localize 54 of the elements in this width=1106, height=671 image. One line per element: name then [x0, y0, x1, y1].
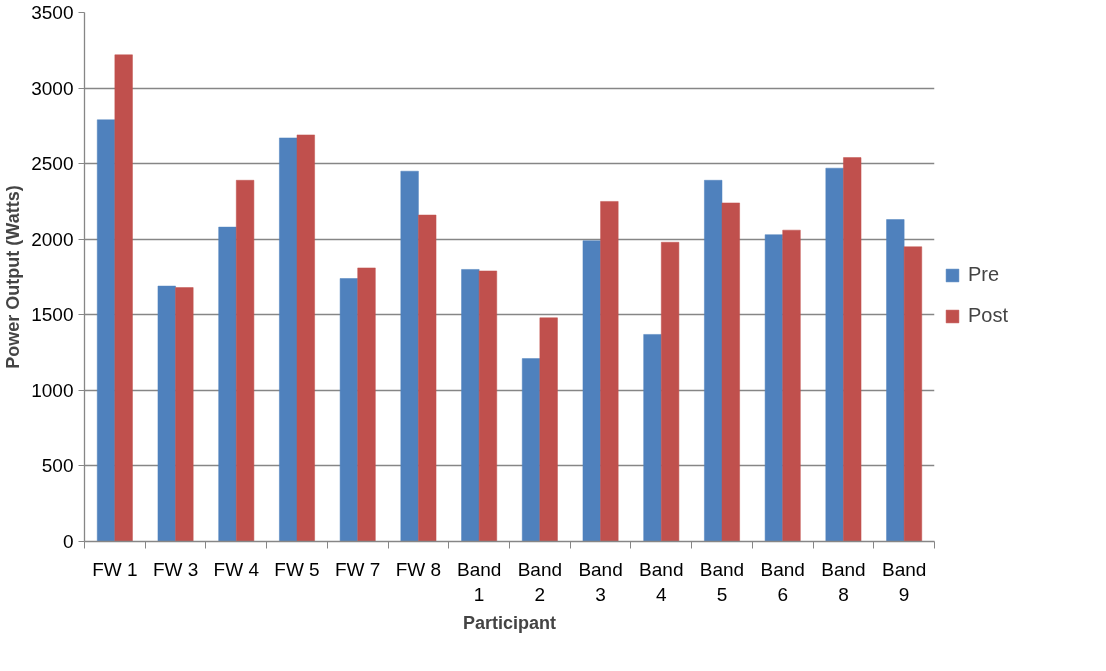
x-tick-label: Band 3 — [578, 558, 623, 605]
bar — [539, 317, 558, 542]
x-tick-label: Band 4 — [639, 558, 684, 605]
bar — [218, 226, 237, 542]
x-tick-label: FW 4 — [213, 558, 260, 580]
bar — [643, 334, 662, 542]
bar — [582, 240, 601, 542]
bar — [157, 285, 176, 542]
bar — [721, 202, 740, 542]
legend-label: Pre — [968, 263, 1000, 286]
bar — [400, 170, 419, 542]
bar — [704, 180, 723, 542]
x-axis-title: Participant — [462, 612, 557, 633]
x-tick-label: Band 5 — [699, 558, 745, 605]
x-tick-label: Band 6 — [760, 558, 805, 605]
bar — [357, 267, 376, 542]
y-tick-label: 3000 — [31, 77, 74, 99]
y-axis-title: Power Output (Watts) — [3, 185, 24, 369]
y-tick-label: 500 — [41, 455, 74, 477]
y-tick-label: 0 — [62, 531, 74, 552]
x-tick-label: Band 9 — [881, 558, 927, 605]
y-tick-label: 1000 — [31, 379, 74, 401]
y-tick-label: 1500 — [31, 304, 74, 326]
bar — [478, 270, 497, 542]
x-tick-label: FW 3 — [152, 558, 199, 580]
x-tick-label: FW 8 — [395, 558, 442, 580]
bar — [661, 241, 680, 542]
x-tick-label: FW 7 — [335, 558, 381, 580]
bar — [782, 229, 801, 542]
legend-label: Post — [968, 304, 1009, 327]
x-tick-label: Band 8 — [821, 558, 866, 605]
bar — [522, 358, 541, 542]
bar — [886, 219, 905, 542]
bar — [418, 214, 437, 542]
bar — [339, 278, 358, 542]
bar — [764, 234, 783, 542]
y-tick-label: 3500 — [31, 2, 74, 23]
bar — [97, 119, 116, 542]
bar — [296, 134, 315, 542]
bar — [114, 54, 133, 542]
bar — [279, 137, 298, 542]
bar — [175, 287, 194, 542]
bar — [903, 246, 922, 542]
x-tick-label: Band 2 — [517, 558, 563, 605]
x-tick-label: Band 1 — [456, 558, 502, 605]
x-tick-label: FW 5 — [274, 558, 320, 580]
x-tick-label: FW 1 — [92, 558, 138, 580]
bar — [461, 269, 480, 542]
bar — [236, 180, 255, 542]
bar — [825, 167, 844, 542]
y-tick-label: 2000 — [31, 228, 74, 250]
bar — [843, 157, 862, 542]
y-tick-label: 2500 — [31, 153, 74, 175]
bar — [600, 201, 619, 542]
